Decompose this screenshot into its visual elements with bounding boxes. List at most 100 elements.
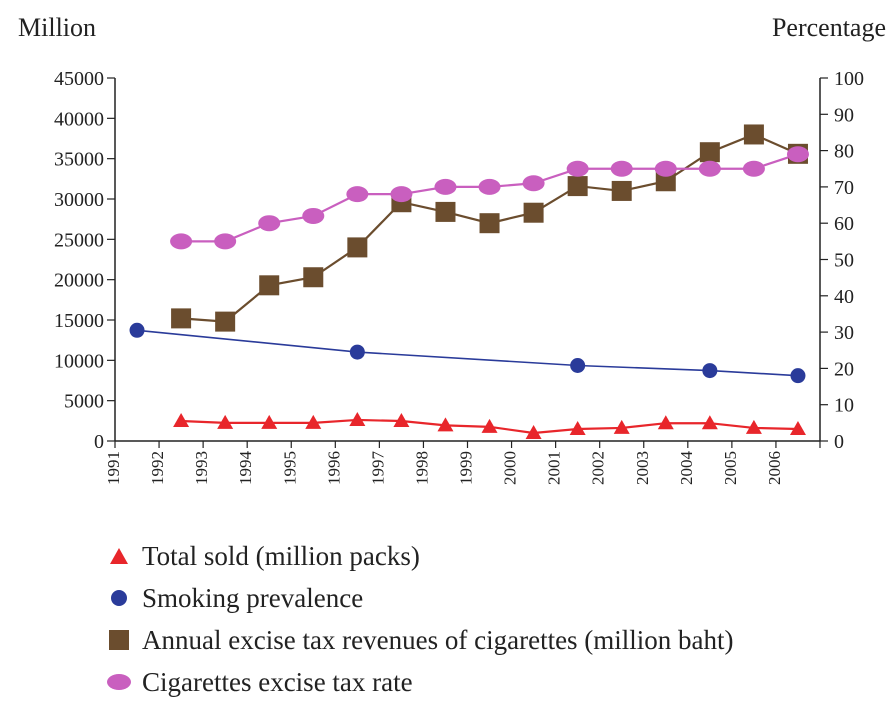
x-tick-label: 1997 (368, 451, 387, 486)
legend-item-smoking-prevalence: Smoking prevalence (102, 577, 734, 619)
right-tick-label: 60 (834, 213, 854, 235)
x-tick-label: 2005 (721, 451, 740, 485)
point-excise-rate (610, 160, 633, 177)
point-excise-revenue (699, 142, 720, 163)
x-tick-label: 2002 (589, 451, 608, 485)
point-excise-rate (654, 160, 677, 177)
point-excise-revenue (303, 267, 324, 288)
right-tick-label: 20 (834, 358, 854, 380)
legend-item-excise-revenues: Annual excise tax revenues of cigarettes… (102, 619, 734, 661)
point-total-sold (701, 415, 718, 430)
square-marker-icon (109, 630, 129, 650)
right-tick-label: 10 (834, 395, 854, 417)
right-tick-label: 80 (834, 141, 854, 163)
point-total-sold (437, 417, 454, 432)
right-tick-label: 70 (834, 177, 854, 199)
point-excise-rate (258, 215, 281, 232)
ellipse-marker-icon (107, 674, 131, 690)
point-total-sold (481, 418, 498, 433)
point-excise-rate (786, 146, 809, 163)
right-tick-label: 90 (834, 104, 854, 126)
axes: 0500010000150002000025000300003500040000… (54, 68, 864, 485)
point-total-sold (173, 413, 190, 428)
left-tick-label: 10000 (54, 350, 104, 372)
x-tick-label: 2006 (765, 451, 784, 485)
legend-item-total-sold: Total sold (million packs) (102, 535, 734, 577)
x-tick-label: 1994 (236, 451, 255, 486)
point-total-sold (349, 411, 366, 426)
left-tick-label: 25000 (54, 229, 104, 251)
point-excise-rate (522, 175, 545, 192)
point-excise-rate (566, 160, 589, 177)
point-excise-revenue (523, 202, 544, 223)
point-total-sold (261, 414, 278, 429)
point-excise-rate (742, 160, 765, 177)
series-line-1 (136, 329, 799, 377)
left-tick-label: 5000 (64, 391, 104, 413)
point-total-sold (393, 413, 410, 428)
x-tick-label: 2000 (501, 451, 520, 485)
point-excise-rate (698, 160, 721, 177)
point-smoking-prevalence (790, 368, 806, 384)
left-tick-label: 30000 (54, 189, 104, 211)
point-excise-rate (214, 233, 237, 250)
point-total-sold (525, 425, 542, 440)
point-excise-revenue (435, 201, 456, 222)
legend-label-excise-rate: Cigarettes excise tax rate (142, 666, 413, 697)
x-tick-label: 2003 (633, 451, 652, 485)
point-smoking-prevalence (349, 344, 365, 360)
left-tick-label: 0 (94, 431, 104, 453)
right-tick-label: 40 (834, 286, 854, 308)
point-total-sold (217, 414, 234, 429)
point-excise-rate (434, 178, 457, 195)
point-excise-rate (390, 186, 413, 203)
x-tick-label: 2001 (545, 451, 564, 485)
point-excise-revenue (479, 213, 500, 234)
x-tick-label: 1995 (280, 451, 299, 485)
point-total-sold (569, 421, 586, 436)
point-excise-rate (170, 233, 193, 250)
legend-label-smoking-prevalence: Smoking prevalence (142, 582, 364, 613)
x-tick-label: 1993 (192, 451, 211, 485)
x-tick-label: 1998 (412, 451, 431, 485)
left-tick-label: 20000 (54, 270, 104, 292)
left-tick-label: 40000 (54, 108, 104, 130)
point-excise-rate (302, 207, 325, 224)
legend-label-total-sold: Total sold (million packs) (142, 540, 420, 571)
point-excise-revenue (567, 176, 588, 197)
point-excise-revenue (655, 171, 676, 192)
left-tick-label: 35000 (54, 149, 104, 171)
point-smoking-prevalence (702, 363, 718, 379)
right-tick-label: 0 (834, 431, 844, 453)
legend-label-excise-revenues: Annual excise tax revenues of cigarettes… (142, 624, 734, 655)
dual-axis-line-chart: Million Percentage 050001000015000200002… (18, 13, 886, 485)
right-tick-label: 50 (834, 250, 854, 272)
x-tick-label: 1991 (104, 451, 123, 485)
point-smoking-prevalence (129, 322, 145, 338)
circle-marker-icon (111, 590, 127, 606)
right-tick-label: 30 (834, 322, 854, 344)
point-excise-revenue (215, 311, 236, 332)
x-tick-label: 1996 (324, 451, 343, 485)
point-excise-revenue (743, 124, 764, 145)
point-smoking-prevalence (570, 357, 586, 373)
right-tick-label: 100 (834, 68, 864, 90)
point-excise-revenue (171, 308, 192, 329)
x-tick-label: 2004 (677, 451, 696, 486)
x-tick-label: 1999 (457, 451, 476, 485)
point-excise-rate (478, 178, 501, 195)
left-tick-label: 15000 (54, 310, 104, 332)
legend: Total sold (million packs) Smoking preva… (102, 535, 734, 703)
triangle-marker-icon (110, 548, 128, 564)
point-excise-revenue (347, 237, 368, 258)
point-excise-rate (346, 186, 369, 203)
point-excise-revenue (611, 180, 632, 201)
legend-item-excise-rate: Cigarettes excise tax rate (102, 661, 734, 703)
left-tick-label: 45000 (54, 68, 104, 90)
point-total-sold (789, 421, 806, 436)
point-excise-revenue (259, 275, 280, 296)
point-total-sold (745, 419, 762, 434)
left-axis-label: Million (18, 13, 96, 42)
x-tick-label: 1992 (148, 451, 167, 485)
series-markers (129, 124, 809, 440)
